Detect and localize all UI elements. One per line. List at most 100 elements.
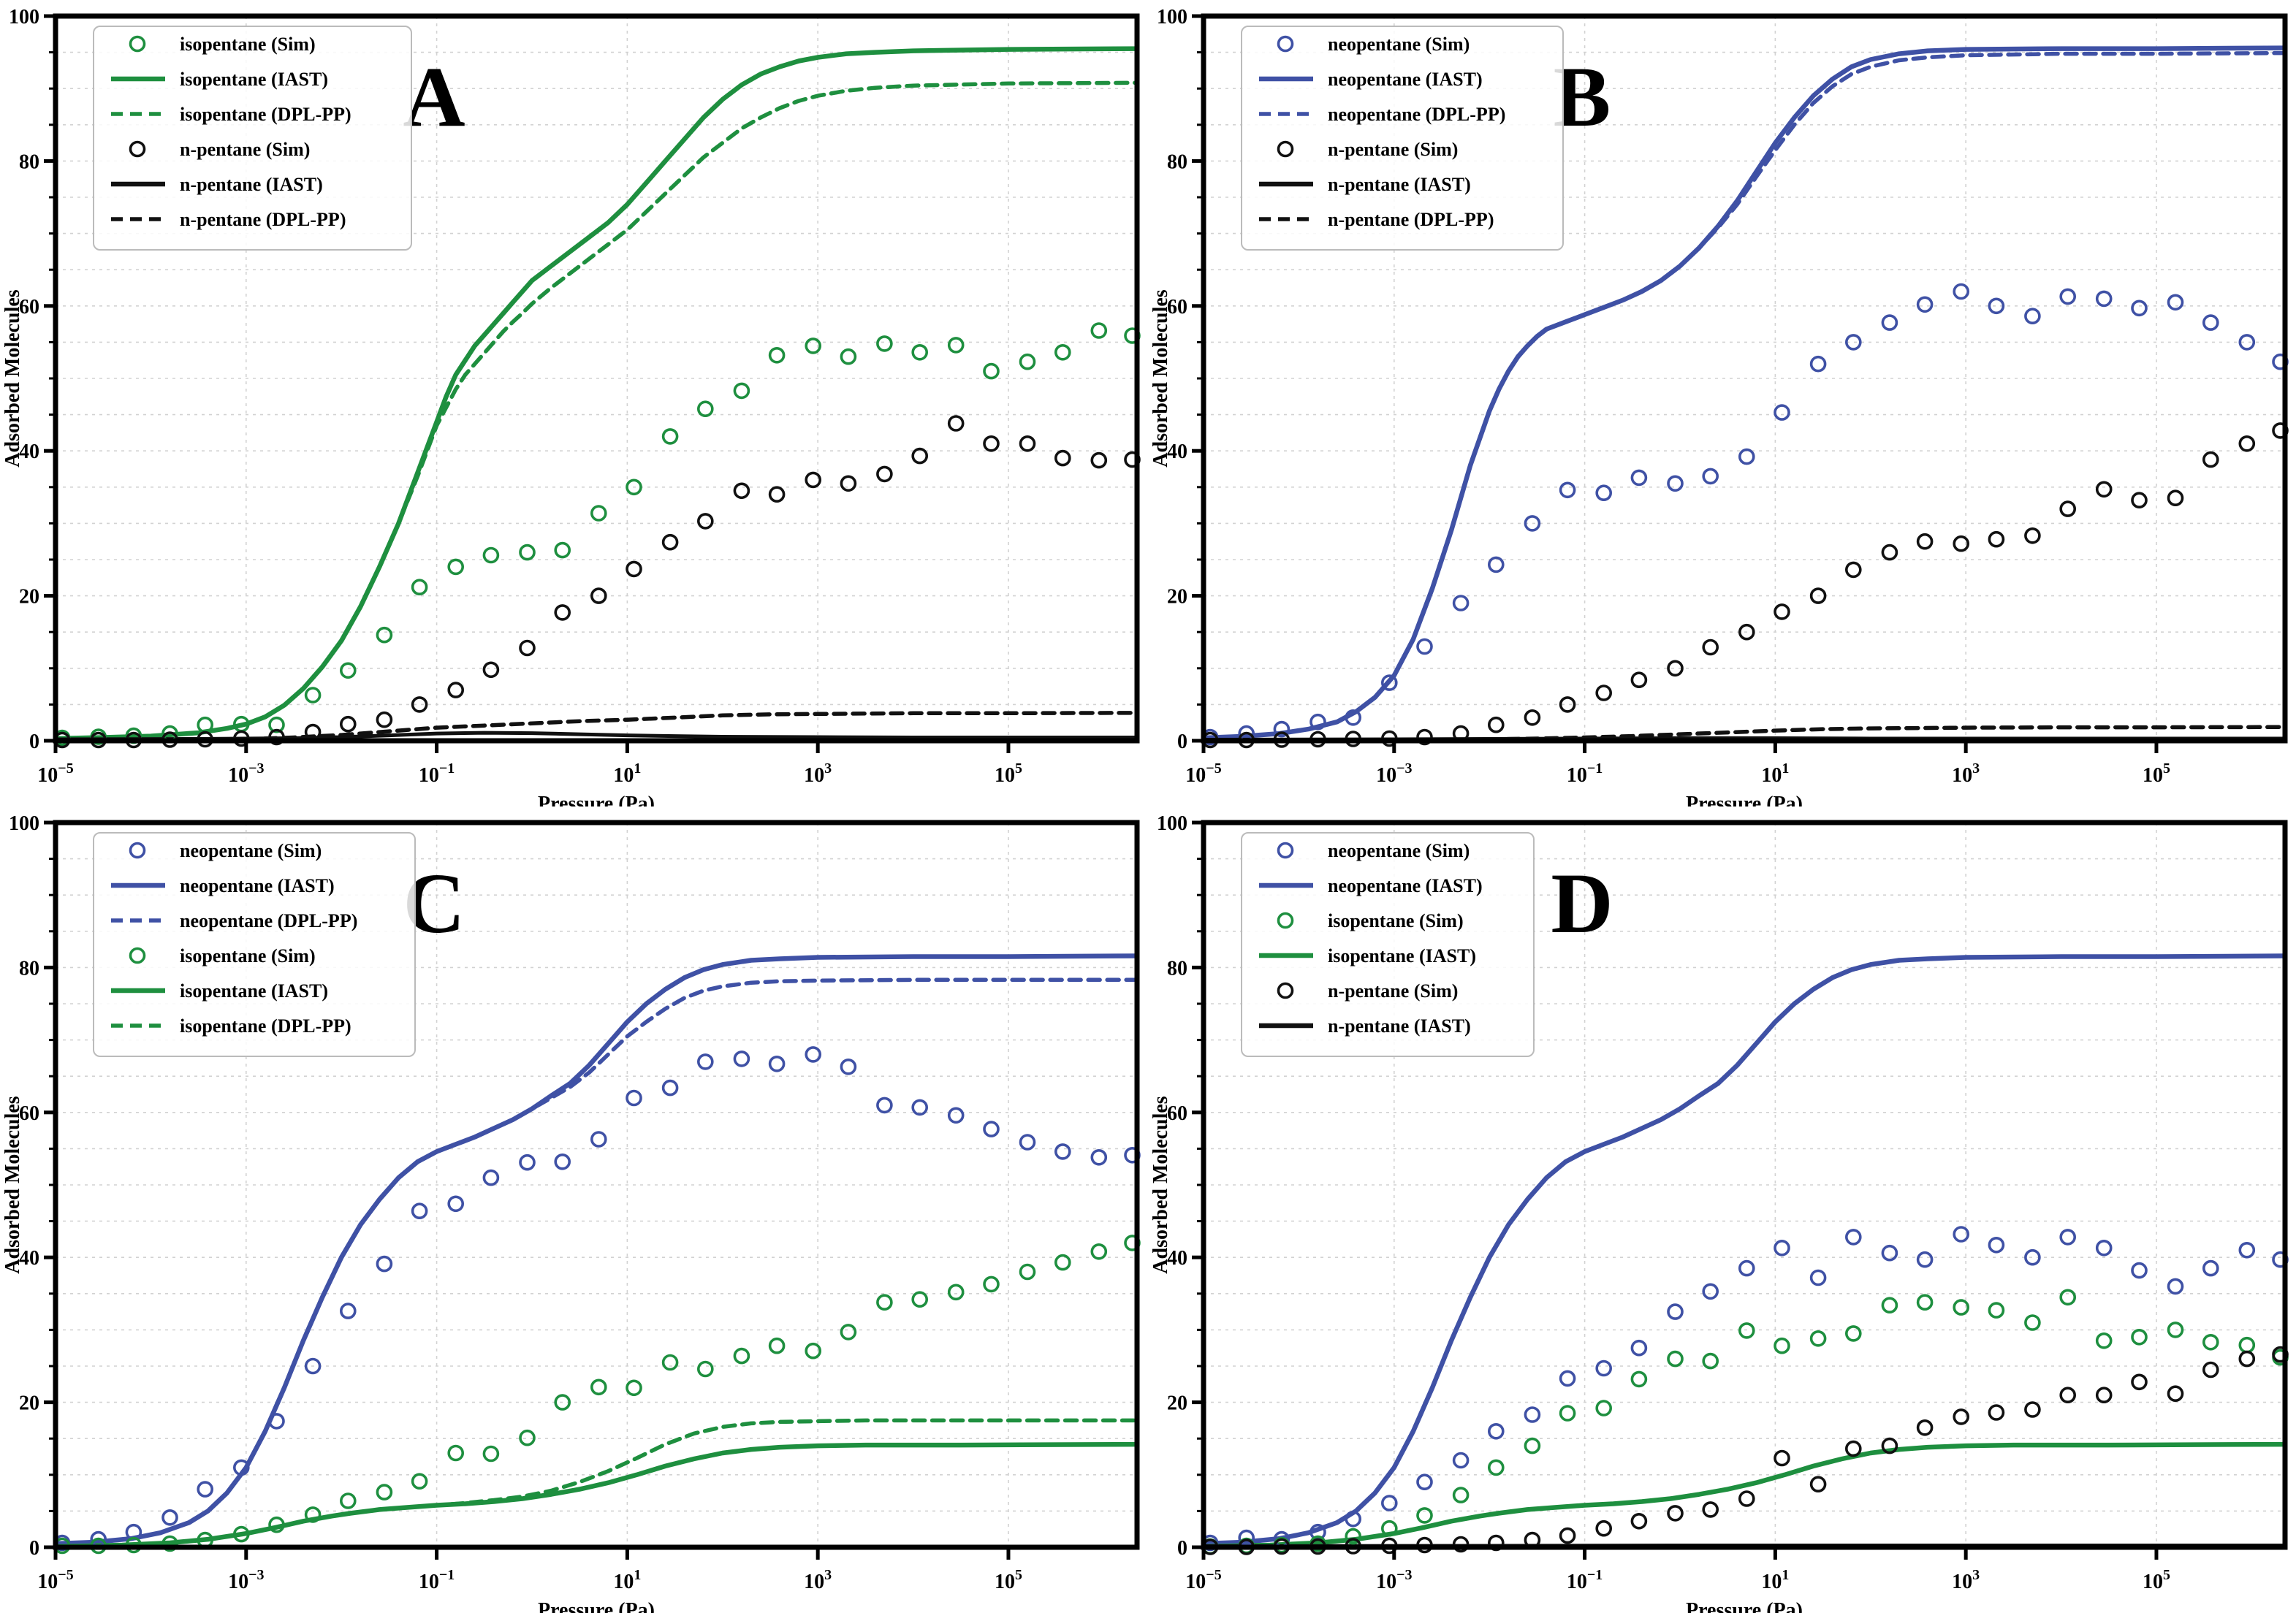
legend-label: n-pentane (IAST) — [1328, 174, 1471, 195]
legend: neopentane (Sim) neopentane (IAST) isopent… — [1241, 832, 1535, 1057]
x-tick-label: 101 — [613, 760, 641, 787]
x-tick-label: 10−1 — [419, 1567, 455, 1593]
x-axis-label: Pressure (Pa) — [538, 1599, 655, 1613]
legend-label: neopentane (IAST) — [180, 875, 335, 896]
legend-label: n-pentane (DPL-PP) — [180, 209, 346, 230]
series-neopentane-sim- — [1201, 283, 2289, 746]
legend: neopentane (Sim) neopentane (IAST) neopent… — [93, 832, 416, 1057]
legend-label: n-pentane (IAST) — [1328, 1015, 1471, 1037]
legend-marker-scatter — [1277, 140, 1294, 158]
series-isopentane-sim- — [53, 1235, 1141, 1555]
y-tick-label: 80 — [19, 957, 39, 980]
legend-marker-scatter — [1277, 35, 1294, 53]
y-tick-label: 100 — [9, 6, 39, 28]
x-tick-label: 105 — [995, 760, 1022, 787]
legend-label: n-pentane (Sim) — [1328, 139, 1458, 160]
tick-labels: 0 20 40 60 80 100 10−5 10−3 10−1 101 103 105 — [1157, 6, 2170, 787]
legend-label: isopentane (DPL-PP) — [180, 104, 351, 125]
x-tick-label: 10−1 — [1567, 760, 1603, 787]
x-tick-label: 10−3 — [228, 760, 264, 787]
y-axis-label: Adsorbed Molecules — [1149, 1096, 1172, 1274]
y-axis-label: Adsorbed Molecules — [1, 289, 24, 468]
legend-label: isopentane (DPL-PP) — [180, 1015, 351, 1037]
series-n-pentane-dpl-pp- — [53, 711, 1139, 743]
legend-label: neopentane (Sim) — [1328, 840, 1470, 861]
legend-label: neopentane (DPL-PP) — [180, 910, 357, 931]
panel-letter: A — [403, 49, 465, 145]
legend-box — [1241, 832, 1535, 1057]
series-neopentane-dpl-pp- — [53, 977, 1139, 1546]
legend-label: neopentane (Sim) — [180, 840, 322, 861]
legend-label: n-pentane (Sim) — [180, 139, 310, 160]
y-tick-label: 100 — [9, 812, 39, 835]
series-n-pentane-sim- — [1201, 1346, 2289, 1555]
legend-label: isopentane (Sim) — [180, 34, 316, 55]
x-tick-label: 105 — [995, 1567, 1022, 1593]
y-tick-label: 0 — [29, 731, 39, 753]
y-axis-label: Adsorbed Molecules — [1149, 289, 1172, 468]
x-tick-label: 10−1 — [1567, 1567, 1603, 1593]
y-tick-label: 100 — [1157, 812, 1187, 835]
series-isopentane-dpl-pp- — [53, 80, 1139, 741]
x-tick-label: 10−3 — [228, 1567, 264, 1593]
y-tick-label: 80 — [19, 150, 39, 173]
y-tick-label: 80 — [1167, 957, 1187, 980]
axes-frame — [53, 820, 1140, 1550]
x-tick-label: 10−5 — [37, 760, 73, 787]
legend-marker-scatter — [129, 35, 146, 53]
y-tick-label: 60 — [19, 1102, 39, 1125]
chart-panel-d: 0 20 40 60 80 100 10−5 10−3 10−1 101 103 105 Pressur… — [1148, 806, 2296, 1613]
legend-label: isopentane (IAST) — [180, 980, 328, 1002]
legend-label: n-pentane (IAST) — [180, 174, 323, 195]
chart-panel-c: 0 20 40 60 80 100 10−5 10−3 10−1 101 103 105 Pressur… — [0, 806, 1148, 1613]
series-isopentane-sim- — [1201, 1289, 2289, 1555]
y-tick-label: 20 — [19, 586, 39, 609]
x-tick-label: 10−5 — [1185, 1567, 1221, 1593]
x-tick-label: 103 — [804, 1567, 832, 1593]
series-isopentane-iast- — [53, 1441, 1140, 1549]
x-tick-label: 103 — [804, 760, 832, 787]
series-n-pentane-sim- — [1201, 422, 2289, 749]
gridlines — [56, 823, 1137, 1547]
y-tick-label: 20 — [19, 1392, 39, 1415]
tick-labels: 0 20 40 60 80 100 10−5 10−3 10−1 101 103 105 — [1157, 812, 2170, 1593]
series-n-pentane-sim- — [53, 415, 1141, 749]
legend-label: neopentane (DPL-PP) — [1328, 104, 1505, 125]
x-tick-label: 10−5 — [1185, 760, 1221, 787]
legend-label: isopentane (IAST) — [1328, 945, 1476, 966]
x-axis-label: Pressure (Pa) — [1686, 793, 1803, 806]
legend-box — [1241, 26, 1564, 251]
x-tick-label: 10−1 — [419, 760, 455, 787]
legend-label: isopentane (Sim) — [1328, 910, 1464, 931]
x-tick-label: 101 — [1761, 1567, 1789, 1593]
series-isopentane-iast- — [1201, 1441, 2288, 1549]
x-tick-label: 101 — [1761, 760, 1789, 787]
legend-label: neopentane (IAST) — [1328, 875, 1483, 896]
y-tick-label: 40 — [19, 441, 39, 463]
y-tick-label: 0 — [1177, 1537, 1187, 1560]
axes-frame — [53, 13, 1140, 744]
y-tick-label: 60 — [1167, 1102, 1187, 1125]
y-tick-label: 40 — [1167, 1247, 1187, 1270]
legend-marker-scatter — [1277, 842, 1294, 859]
y-axis-label: Adsorbed Molecules — [1, 1096, 24, 1274]
legend-label: isopentane (Sim) — [180, 945, 316, 966]
tick-labels: 0 20 40 60 80 100 10−5 10−3 10−1 101 103 105 — [9, 6, 1022, 787]
legend-label: n-pentane (DPL-PP) — [1328, 209, 1494, 230]
axis-ticks — [44, 820, 1011, 1560]
legend-box — [93, 832, 416, 1057]
x-axis-label: Pressure (Pa) — [1686, 1599, 1803, 1613]
axis-ticks — [44, 14, 1011, 753]
y-tick-label: 60 — [19, 296, 39, 319]
legend-label: neopentane (Sim) — [1328, 34, 1470, 55]
y-tick-label: 0 — [29, 1537, 39, 1560]
axis-ticks — [1192, 820, 2159, 1560]
y-tick-label: 80 — [1167, 150, 1187, 173]
y-tick-label: 20 — [1167, 586, 1187, 609]
y-tick-label: 20 — [1167, 1392, 1187, 1415]
legend-box — [93, 26, 412, 251]
y-tick-label: 0 — [1177, 731, 1187, 753]
series-neopentane-sim- — [1201, 1226, 2289, 1552]
legend-label: isopentane (IAST) — [180, 69, 328, 90]
